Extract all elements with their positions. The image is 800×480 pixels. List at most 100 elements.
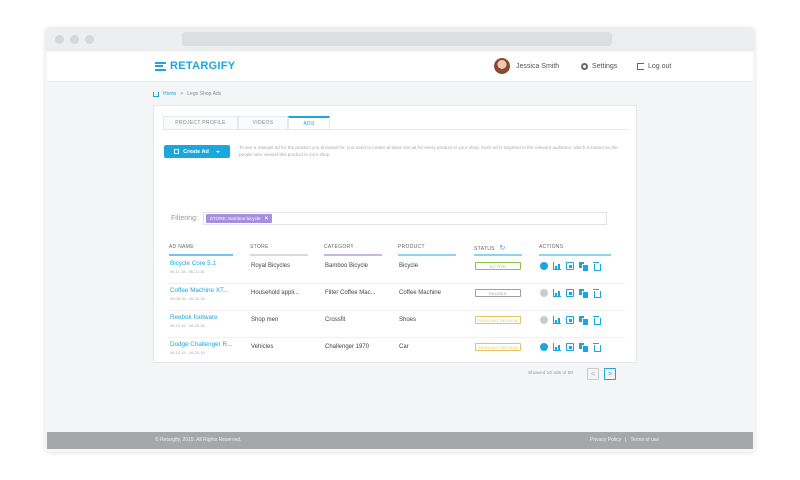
- row-actions: [540, 262, 601, 272]
- refresh-icon[interactable]: ↻: [499, 245, 506, 252]
- preview-icon[interactable]: [566, 289, 574, 297]
- privacy-link[interactable]: Privacy Policy: [590, 437, 622, 443]
- create-ad-button[interactable]: Create Ad: [164, 145, 230, 158]
- col-status[interactable]: STATUS ↻: [474, 244, 506, 253]
- col-category[interactable]: CATEGORY: [324, 244, 354, 250]
- ad-name-link[interactable]: Coffee Machine XT...: [170, 287, 229, 294]
- col-underline: [474, 254, 522, 256]
- tab-ads[interactable]: ADS: [288, 116, 330, 129]
- tab-bar: PROJECT PROFILE VIDEOS ADS: [163, 116, 330, 129]
- create-ad-label: Create Ad: [183, 148, 209, 155]
- chevron-down-icon: [215, 150, 220, 153]
- col-underline: [324, 254, 382, 256]
- col-actions: ACTIONS: [539, 244, 564, 250]
- tab-videos[interactable]: VIDEOS: [238, 116, 288, 129]
- chart-icon[interactable]: [553, 316, 561, 324]
- product-cell: Bicycle: [399, 263, 419, 269]
- status-badge: PENDING REVIEW: [475, 343, 521, 351]
- table-row[interactable]: Bicycle Core 5.1 06.11.15 - 06.22.16 Royal…: [167, 257, 625, 283]
- toggle-active-icon[interactable]: [540, 343, 548, 351]
- row-divider: [167, 310, 625, 311]
- chart-icon[interactable]: [553, 289, 561, 297]
- table-row[interactable]: Dodge Challenger R... 06.15.15 - 06.29.15…: [167, 338, 625, 364]
- table-row[interactable]: Coffee Machine XT... 06.08.16 - 06.22.16 H…: [167, 284, 625, 310]
- product-cell: Shoes: [399, 317, 417, 323]
- preview-icon[interactable]: [566, 262, 574, 270]
- footer-links: Privacy Policy | Terms of use: [590, 437, 659, 443]
- preview-icon[interactable]: [566, 343, 574, 351]
- window-dot: [55, 35, 64, 44]
- address-bar[interactable]: [182, 32, 612, 46]
- tab-divider: [163, 129, 629, 130]
- home-icon: [153, 91, 159, 97]
- breadcrumb-separator: >: [180, 91, 184, 97]
- breadcrumb-current: Lego Shop Ads: [187, 91, 222, 97]
- category-cell: Filter Coffee Mac...: [325, 290, 376, 296]
- toggle-active-icon[interactable]: [540, 289, 548, 297]
- duplicate-icon[interactable]: [579, 262, 589, 272]
- category-cell: Bamboo Bicycle: [325, 263, 369, 269]
- terms-link[interactable]: Terms of use: [630, 437, 660, 443]
- settings-label: Settings: [592, 63, 618, 70]
- product-cell: Coffee Machine: [399, 290, 441, 296]
- store-cell: Royal Bicycles: [251, 263, 291, 269]
- pager-text: Showed 10 ads of 50: [528, 371, 574, 376]
- row-actions: [540, 343, 601, 353]
- tab-project-profile[interactable]: PROJECT PROFILE: [163, 116, 238, 129]
- ad-date: 06.11.15 - 06.22.16: [170, 269, 205, 274]
- app-header: RETARGIFY Jessica Smith Settings Log out: [47, 52, 753, 82]
- close-icon[interactable]: ×: [264, 215, 269, 222]
- col-product[interactable]: PRODUCT: [398, 244, 425, 250]
- footer: © Retargify, 2015. All Rights Reserved. …: [47, 432, 753, 449]
- ad-name-link[interactable]: Bicycle Core 5.1: [170, 260, 216, 267]
- status-badge: ACTIVE: [475, 262, 521, 270]
- breadcrumb: Home > Lego Shop Ads: [153, 91, 221, 97]
- user-name: Jessica Smith: [516, 62, 560, 70]
- filter-chip: STORE: Bamboo bicycle ×: [205, 214, 273, 223]
- chart-icon[interactable]: [553, 343, 561, 351]
- duplicate-icon[interactable]: [579, 343, 589, 353]
- col-store[interactable]: STORE: [250, 244, 269, 250]
- logout-icon: [637, 63, 644, 70]
- ad-date: 06.08.16 - 06.22.16: [170, 296, 205, 301]
- row-actions: [540, 289, 601, 299]
- duplicate-icon[interactable]: [579, 289, 589, 299]
- product-cell: Car: [399, 344, 409, 350]
- toggle-active-icon[interactable]: [540, 316, 548, 324]
- duplicate-icon[interactable]: [579, 316, 589, 326]
- next-page-button[interactable]: >: [604, 368, 616, 380]
- browser-window: RETARGIFY Jessica Smith Settings Log out…: [45, 27, 755, 452]
- logout-label: Log out: [648, 63, 672, 70]
- logo-icon: [155, 61, 166, 71]
- trash-icon[interactable]: [592, 343, 601, 352]
- ad-name-link[interactable]: Dodge Challenger R...: [170, 341, 233, 348]
- ad-date: 06.10.16 - 06.25.16: [170, 323, 205, 328]
- settings-link[interactable]: Settings: [581, 63, 617, 70]
- toggle-active-icon[interactable]: [540, 262, 548, 270]
- filter-chip-label: STORE: Bamboo bicycle: [209, 216, 261, 221]
- col-underline: [250, 254, 308, 256]
- gear-icon: [581, 63, 588, 70]
- prev-page-button[interactable]: <: [587, 368, 599, 380]
- window-dot: [85, 35, 94, 44]
- trash-icon[interactable]: [592, 289, 601, 298]
- store-cell: Vehicles: [251, 344, 274, 350]
- user-menu[interactable]: Jessica Smith: [494, 58, 559, 74]
- table-row[interactable]: Reebok footware 06.10.16 - 06.25.16 Shop m…: [167, 311, 625, 337]
- logo[interactable]: RETARGIFY: [155, 60, 235, 72]
- chart-icon[interactable]: [553, 262, 561, 270]
- filter-input[interactable]: STORE: Bamboo bicycle ×: [202, 212, 607, 225]
- col-ad-name[interactable]: AD NAME: [169, 244, 194, 250]
- avatar: [494, 58, 510, 74]
- preview-icon[interactable]: [566, 316, 574, 324]
- info-text: To see a retarget ad for the product you…: [239, 145, 618, 157]
- trash-icon[interactable]: [592, 316, 601, 325]
- ad-name-link[interactable]: Reebok footware: [170, 314, 218, 321]
- breadcrumb-home[interactable]: Home: [163, 91, 177, 97]
- store-cell: Household appli...: [251, 290, 300, 296]
- row-divider: [167, 283, 625, 284]
- logout-link[interactable]: Log out: [637, 63, 671, 70]
- trash-icon[interactable]: [592, 262, 601, 271]
- row-divider: [167, 337, 625, 338]
- ad-date: 06.15.15 - 06.29.15: [170, 350, 205, 355]
